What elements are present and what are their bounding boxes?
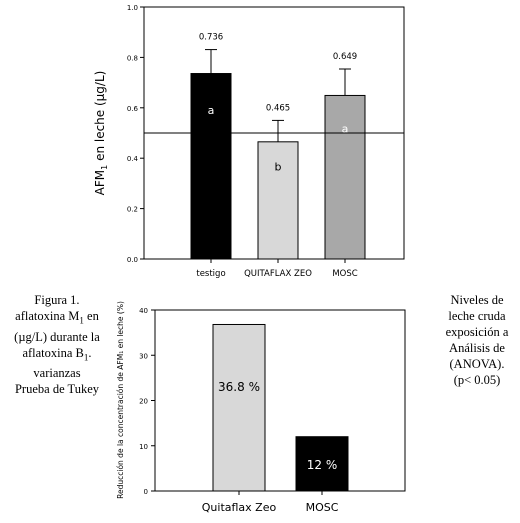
reduction-bar-chart: 36.8 % 12 % 0 10 20 30 40 Quitaflax Zeo MOSC R…: [116, 301, 406, 514]
y-tick-label: 0.2: [127, 206, 138, 214]
y-tick-label: 0.6: [127, 105, 139, 113]
caption-right-line: leche cruda: [448, 309, 506, 323]
y-tick-label: 0: [144, 488, 148, 496]
figure-caption-right: Niveles de leche cruda exposición a Análisi…: [436, 292, 518, 388]
x-tick-label: MOSC: [306, 501, 339, 514]
caption-right-line: (p< 0.05): [453, 373, 501, 387]
bar-testigo: [190, 73, 232, 260]
caption-right-line: exposición a: [445, 325, 509, 339]
x-tick-label: QUITAFLAX ZEO: [244, 269, 312, 279]
value-label: 12 %: [307, 458, 338, 472]
caption-right-line: (ANOVA).: [449, 357, 505, 371]
value-label: 0.465: [266, 103, 290, 113]
plot-frame: [154, 309, 406, 492]
y-tick-label: 30: [139, 352, 148, 360]
value-label: 0.736: [199, 33, 223, 43]
y-tick-label: 0.8: [127, 54, 138, 62]
y-axis-title: Reducción de la concentración de AFM₁ en…: [116, 301, 125, 499]
x-tick-label: testigo: [196, 269, 225, 279]
bar-mosc: [324, 94, 366, 260]
caption-left-line: Figura 1.: [34, 293, 80, 307]
caption-left-line: aflatoxina B1.: [22, 345, 92, 363]
aflatoxin-m1-bar-chart: 0.736 a 0.465 b 0.649 a 0.0 0.2 0.4 0.6 0.8 1.0 te…: [93, 4, 405, 279]
significance-letter: a: [208, 104, 215, 117]
bar-quitaflax-zeo: [212, 323, 266, 492]
y-tick-label: 40: [139, 307, 148, 315]
y-tick-label: 0.0: [127, 256, 138, 264]
caption-left-line: varianzas: [33, 366, 81, 380]
y-tick-label: 20: [139, 398, 148, 406]
caption-right-line: Niveles de: [450, 293, 504, 307]
figure-caption-left: Figura 1. aflatoxina M1 en (µg/L) durante …: [2, 292, 112, 397]
caption-left-line: Prueba de Tukey: [14, 382, 100, 396]
significance-letter: a: [342, 122, 349, 135]
x-tick-label: Quitaflax Zeo: [202, 501, 277, 514]
bar-quitaflax-zeo: [257, 141, 299, 260]
value-label: 36.8 %: [218, 380, 260, 394]
y-tick-label: 1.0: [127, 4, 138, 12]
caption-left-line: (µg/L) durante la: [14, 329, 100, 344]
caption-right-line: Análisis de: [449, 341, 505, 355]
caption-left-line: aflatoxina M1 en: [15, 309, 99, 326]
value-label: 0.649: [333, 52, 357, 62]
significance-letter: b: [275, 161, 282, 174]
y-tick-label: 0.4: [127, 155, 139, 163]
y-axis-title: AFM1 en leche (µg/L): [93, 71, 109, 196]
x-tick-label: MOSC: [332, 269, 357, 279]
y-tick-label: 10: [139, 443, 148, 451]
